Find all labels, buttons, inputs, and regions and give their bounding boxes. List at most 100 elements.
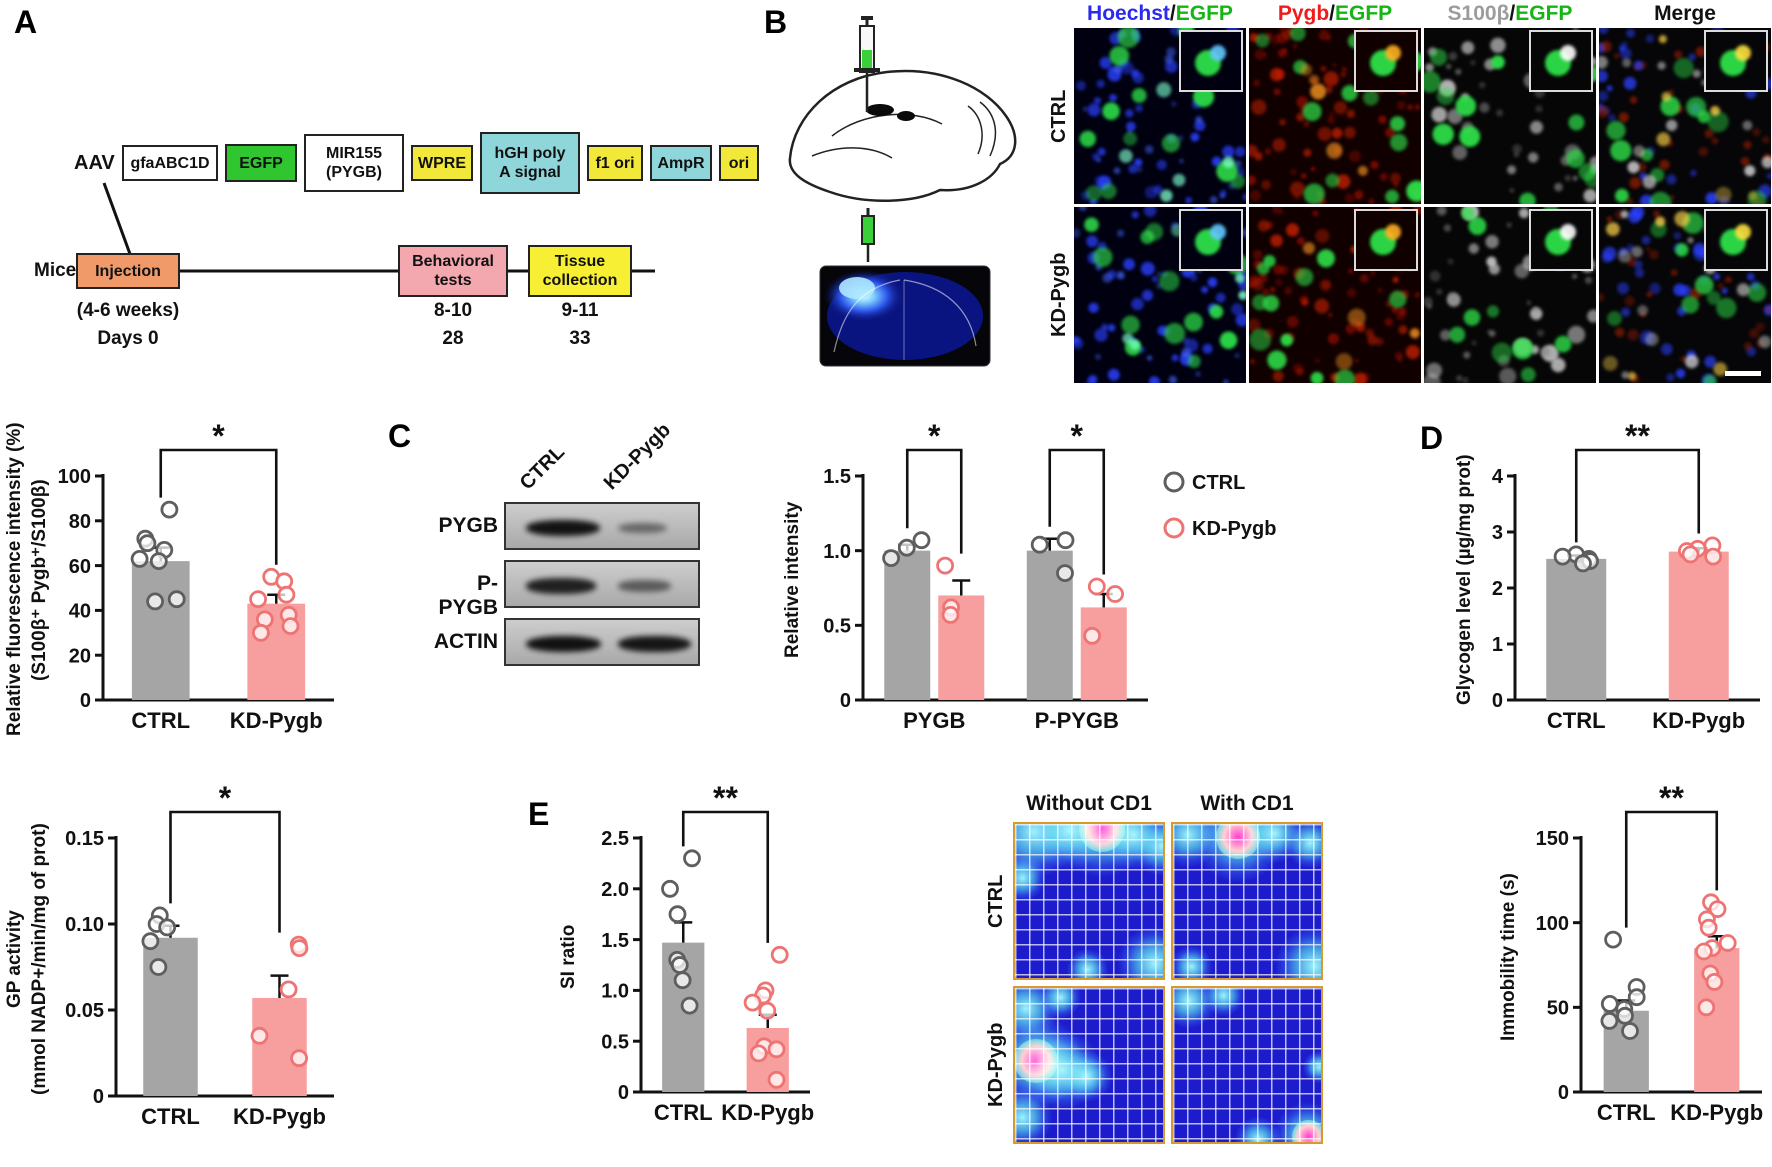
data-point-CTRL bbox=[160, 500, 179, 519]
data-point-CTRL bbox=[149, 552, 168, 571]
svg-text:1: 1 bbox=[1492, 634, 1503, 656]
data-point-KD-Pygb bbox=[277, 585, 296, 604]
data-point-KD-Pygb bbox=[1699, 918, 1718, 937]
data-point-KD-Pygb bbox=[1106, 585, 1125, 603]
blot-col-label: KD-Pygb bbox=[599, 419, 676, 495]
sig-bracket bbox=[1574, 448, 1701, 543]
data-point-KD-Pygb bbox=[249, 590, 268, 609]
heatmap-blob bbox=[1302, 1051, 1321, 1083]
glyc-plot: 0 1 2 3 4 CTRL KD-Pygb ** bbox=[1492, 418, 1760, 733]
blot-band bbox=[526, 578, 597, 594]
blot-col-label: CTRL bbox=[515, 441, 570, 495]
panel-b-label: B bbox=[764, 4, 788, 40]
data-point-CTRL bbox=[1553, 547, 1572, 566]
timeline-event-injection: Injection bbox=[76, 253, 180, 289]
blot-protein-label: ACTIN bbox=[433, 630, 498, 653]
micro-row-label: CTRL bbox=[1048, 89, 1070, 143]
bar-KD-Pygb bbox=[1668, 551, 1729, 700]
chart-si-ratio: SI ratio 0 0.5 1.0 1.5 2.0 2.5 CTRL KD-Pygb ** bbox=[556, 780, 820, 1128]
data-point-CTRL bbox=[1030, 535, 1049, 554]
heatmap-blob bbox=[1275, 927, 1321, 978]
construct-ampr: AmpR bbox=[650, 145, 712, 181]
data-point-KD-Pygb bbox=[1708, 900, 1727, 918]
sig-stars: * bbox=[1071, 418, 1084, 454]
data-point-KD-Pygb bbox=[743, 993, 762, 1012]
sig-bracket bbox=[1048, 448, 1106, 575]
data-point-CTRL bbox=[683, 849, 701, 868]
x-category-label: CTRL bbox=[1547, 708, 1606, 733]
panel-e-label: E bbox=[528, 796, 550, 832]
svg-text:0: 0 bbox=[1558, 1082, 1569, 1104]
data-point-KD-Pygb bbox=[250, 1026, 269, 1045]
bar-CTRL bbox=[884, 550, 931, 700]
si-y-axis-label: SI ratio bbox=[558, 924, 579, 990]
microscopy-grid: Hoechst/EGFP Pygb/EGFP S100β/EGFP Merge CTRL… bbox=[1048, 0, 1772, 392]
blot-lane-pygb bbox=[504, 502, 700, 550]
svg-text:3: 3 bbox=[1492, 522, 1503, 544]
legend-marker-CTRL bbox=[1163, 471, 1185, 493]
timeline-week: 8-10 bbox=[433, 300, 473, 321]
svg-text:0.05: 0.05 bbox=[65, 1000, 104, 1022]
data-point-KD-Pygb bbox=[290, 939, 309, 958]
x-category-label: CTRL bbox=[1597, 1100, 1656, 1125]
svg-text:1.5: 1.5 bbox=[823, 466, 851, 488]
sig-stars: * bbox=[219, 780, 232, 816]
aav-label: AAV bbox=[74, 152, 115, 174]
heatmap-hotspot bbox=[1274, 1102, 1321, 1142]
svg-text:0.15: 0.15 bbox=[65, 828, 104, 850]
data-point-CTRL bbox=[1056, 531, 1075, 550]
data-point-CTRL bbox=[1627, 988, 1646, 1007]
blot-lane-actin bbox=[504, 618, 700, 666]
chart-immobility-time: Immobility time (s) 0 50 100 150 CTRL KD-Pygb *… bbox=[1496, 780, 1772, 1128]
brain-injection-diagram bbox=[788, 16, 1017, 367]
data-point-CTRL bbox=[167, 590, 186, 609]
x-category-label: CTRL bbox=[141, 1104, 200, 1129]
data-point-CTRL bbox=[138, 534, 157, 553]
small-syringe-icon bbox=[861, 208, 875, 262]
data-point-CTRL bbox=[670, 956, 689, 974]
sig-stars: ** bbox=[1659, 780, 1684, 816]
timeline-week: 9-11 bbox=[561, 300, 599, 321]
heatmap-col-header: Without CD1 bbox=[1026, 792, 1152, 815]
timeline-day: Days 0 bbox=[97, 328, 159, 349]
data-point-KD-Pygb bbox=[290, 1049, 309, 1068]
sig-stars: ** bbox=[1625, 418, 1650, 454]
fluor-y-axis-label: Relative fluorescence intensity (%) (S100… bbox=[4, 422, 50, 736]
sig-bracket bbox=[905, 448, 963, 554]
x-category-label: KD-Pygb bbox=[233, 1104, 326, 1129]
x-category-label: P-PYGB bbox=[1035, 708, 1119, 733]
svg-text:1.0: 1.0 bbox=[601, 981, 629, 1003]
svg-text:100: 100 bbox=[1536, 913, 1569, 935]
svg-text:60: 60 bbox=[69, 556, 91, 578]
svg-text:150: 150 bbox=[1536, 828, 1569, 850]
heatmap-blob bbox=[1173, 945, 1212, 978]
timeline-day: 33 bbox=[569, 328, 591, 349]
inset-box bbox=[1179, 30, 1243, 92]
svg-text:80: 80 bbox=[69, 511, 91, 533]
blot-band bbox=[526, 635, 601, 653]
micrograph-ctrl-merge bbox=[1599, 28, 1771, 204]
data-point-CTRL bbox=[149, 958, 168, 976]
heatmap-cell bbox=[1171, 822, 1323, 980]
heatmap-cell bbox=[1013, 822, 1165, 980]
svg-text:0.10: 0.10 bbox=[65, 914, 104, 936]
data-point-KD-Pygb bbox=[251, 623, 270, 642]
immob-plot: 0 50 100 150 CTRL KD-Pygb ** bbox=[1536, 780, 1764, 1125]
heatmap-cell bbox=[1013, 986, 1165, 1144]
construct-wpre: WPRE bbox=[411, 145, 473, 181]
construct-ori: ori bbox=[719, 145, 759, 181]
chart-gp-activity: GP activity (mmol NADP+/min/mg of prot) 0 0… bbox=[2, 780, 344, 1132]
data-point-CTRL bbox=[673, 971, 692, 990]
construct-hgh-poly: hGH poly A signal bbox=[480, 132, 580, 194]
syringe-icon bbox=[854, 16, 880, 112]
data-point-CTRL bbox=[897, 538, 916, 557]
micrograph-ctrl-hoechst-egfp bbox=[1074, 28, 1246, 204]
svg-text:2: 2 bbox=[1492, 578, 1503, 600]
timeline-event-behavioral: Behavioral tests bbox=[398, 245, 508, 297]
sig-stars: ** bbox=[713, 780, 738, 816]
micrograph-ctrl-s100b-egfp bbox=[1424, 28, 1596, 204]
panel-d-label: D bbox=[1420, 420, 1444, 456]
svg-text:20: 20 bbox=[69, 645, 91, 667]
heatmap-row-label: KD-Pygb bbox=[985, 1022, 1007, 1108]
bar-CTRL bbox=[1546, 558, 1607, 700]
